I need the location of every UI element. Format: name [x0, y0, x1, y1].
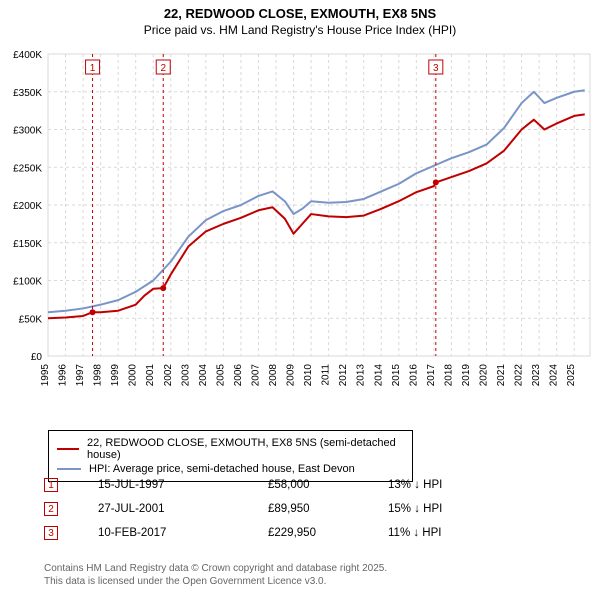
- transaction-row: 2 27-JUL-2001£89,95015% ↓ HPI: [44, 502, 564, 516]
- svg-text:2022: 2022: [514, 364, 525, 387]
- legend-swatch: [57, 448, 79, 450]
- svg-text:2004: 2004: [198, 364, 209, 387]
- footer-attribution: Contains HM Land Registry data © Crown c…: [44, 562, 387, 588]
- svg-text:2007: 2007: [250, 364, 261, 387]
- transaction-row: 3 10-FEB-2017£229,95011% ↓ HPI: [44, 526, 564, 540]
- svg-text:2: 2: [160, 63, 166, 74]
- legend-label: HPI: Average price, semi-detached house,…: [89, 463, 355, 475]
- svg-text:£250K: £250K: [13, 163, 42, 174]
- svg-text:2012: 2012: [338, 364, 349, 387]
- svg-text:2015: 2015: [391, 364, 402, 387]
- svg-text:£0: £0: [31, 352, 43, 363]
- legend-swatch: [57, 468, 81, 470]
- svg-text:£100K: £100K: [13, 277, 42, 288]
- svg-text:2010: 2010: [303, 364, 314, 387]
- svg-text:£150K: £150K: [13, 239, 42, 250]
- svg-text:2001: 2001: [145, 364, 156, 387]
- svg-text:2014: 2014: [373, 364, 384, 387]
- svg-text:£400K: £400K: [13, 50, 42, 61]
- transaction-pct: 15% ↓ HPI: [388, 503, 508, 515]
- transaction-marker: 1: [44, 478, 58, 492]
- svg-text:1: 1: [90, 63, 96, 74]
- svg-text:2023: 2023: [531, 364, 542, 387]
- legend-row: 22, REDWOOD CLOSE, EXMOUTH, EX8 5NS (sem…: [57, 437, 404, 461]
- legend-label: 22, REDWOOD CLOSE, EXMOUTH, EX8 5NS (sem…: [87, 437, 404, 461]
- svg-text:2009: 2009: [286, 364, 297, 387]
- svg-text:2016: 2016: [408, 364, 419, 387]
- page-container: 22, REDWOOD CLOSE, EXMOUTH, EX8 5NS Pric…: [0, 6, 600, 596]
- chart-subtitle: Price paid vs. HM Land Registry's House …: [0, 23, 600, 37]
- svg-text:2024: 2024: [549, 364, 560, 387]
- legend: 22, REDWOOD CLOSE, EXMOUTH, EX8 5NS (sem…: [48, 430, 413, 482]
- svg-text:2011: 2011: [321, 364, 332, 386]
- svg-text:£50K: £50K: [19, 314, 43, 325]
- transaction-pct: 13% ↓ HPI: [388, 479, 508, 491]
- svg-text:2019: 2019: [461, 364, 472, 387]
- svg-text:2003: 2003: [180, 364, 191, 387]
- svg-text:2025: 2025: [566, 364, 577, 387]
- transactions-table: 1 15-JUL-1997£58,00013% ↓ HPI 2 27-JUL-2001…: [44, 478, 564, 550]
- transaction-price: £89,950: [268, 503, 388, 515]
- svg-text:2017: 2017: [426, 364, 437, 387]
- svg-text:1996: 1996: [58, 364, 69, 387]
- price-chart: £0 £50K £100K £150K £200K £250K £300K £350K £400…: [0, 46, 600, 426]
- transaction-date: 27-JUL-2001: [98, 503, 268, 515]
- svg-text:2013: 2013: [356, 364, 367, 387]
- svg-text:2021: 2021: [496, 364, 507, 387]
- svg-text:2005: 2005: [215, 364, 226, 387]
- svg-text:1999: 1999: [110, 364, 121, 387]
- legend-row: HPI: Average price, semi-detached house,…: [57, 463, 404, 475]
- svg-text:1995: 1995: [40, 364, 51, 387]
- transaction-date: 10-FEB-2017: [98, 527, 268, 539]
- svg-text:2000: 2000: [128, 364, 139, 387]
- transaction-price: £229,950: [268, 527, 388, 539]
- transaction-pct: 11% ↓ HPI: [388, 527, 508, 539]
- svg-text:1997: 1997: [75, 364, 86, 387]
- svg-text:1998: 1998: [93, 364, 104, 387]
- svg-text:£200K: £200K: [13, 201, 42, 212]
- chart-title: 22, REDWOOD CLOSE, EXMOUTH, EX8 5NS: [0, 6, 600, 21]
- transaction-date: 15-JUL-1997: [98, 479, 268, 491]
- footer-line-1: Contains HM Land Registry data © Crown c…: [44, 562, 387, 575]
- svg-text:2008: 2008: [268, 364, 279, 387]
- svg-text:£300K: £300K: [13, 126, 42, 137]
- svg-text:£350K: £350K: [13, 88, 42, 99]
- transaction-marker: 2: [44, 502, 58, 516]
- svg-text:3: 3: [433, 63, 439, 74]
- svg-text:2006: 2006: [233, 364, 244, 387]
- transaction-row: 1 15-JUL-1997£58,00013% ↓ HPI: [44, 478, 564, 492]
- svg-text:2020: 2020: [479, 364, 490, 387]
- transaction-marker: 3: [44, 526, 58, 540]
- svg-text:2018: 2018: [443, 364, 454, 387]
- footer-line-2: This data is licensed under the Open Gov…: [44, 575, 387, 588]
- svg-text:2002: 2002: [163, 364, 174, 387]
- transaction-price: £58,000: [268, 479, 388, 491]
